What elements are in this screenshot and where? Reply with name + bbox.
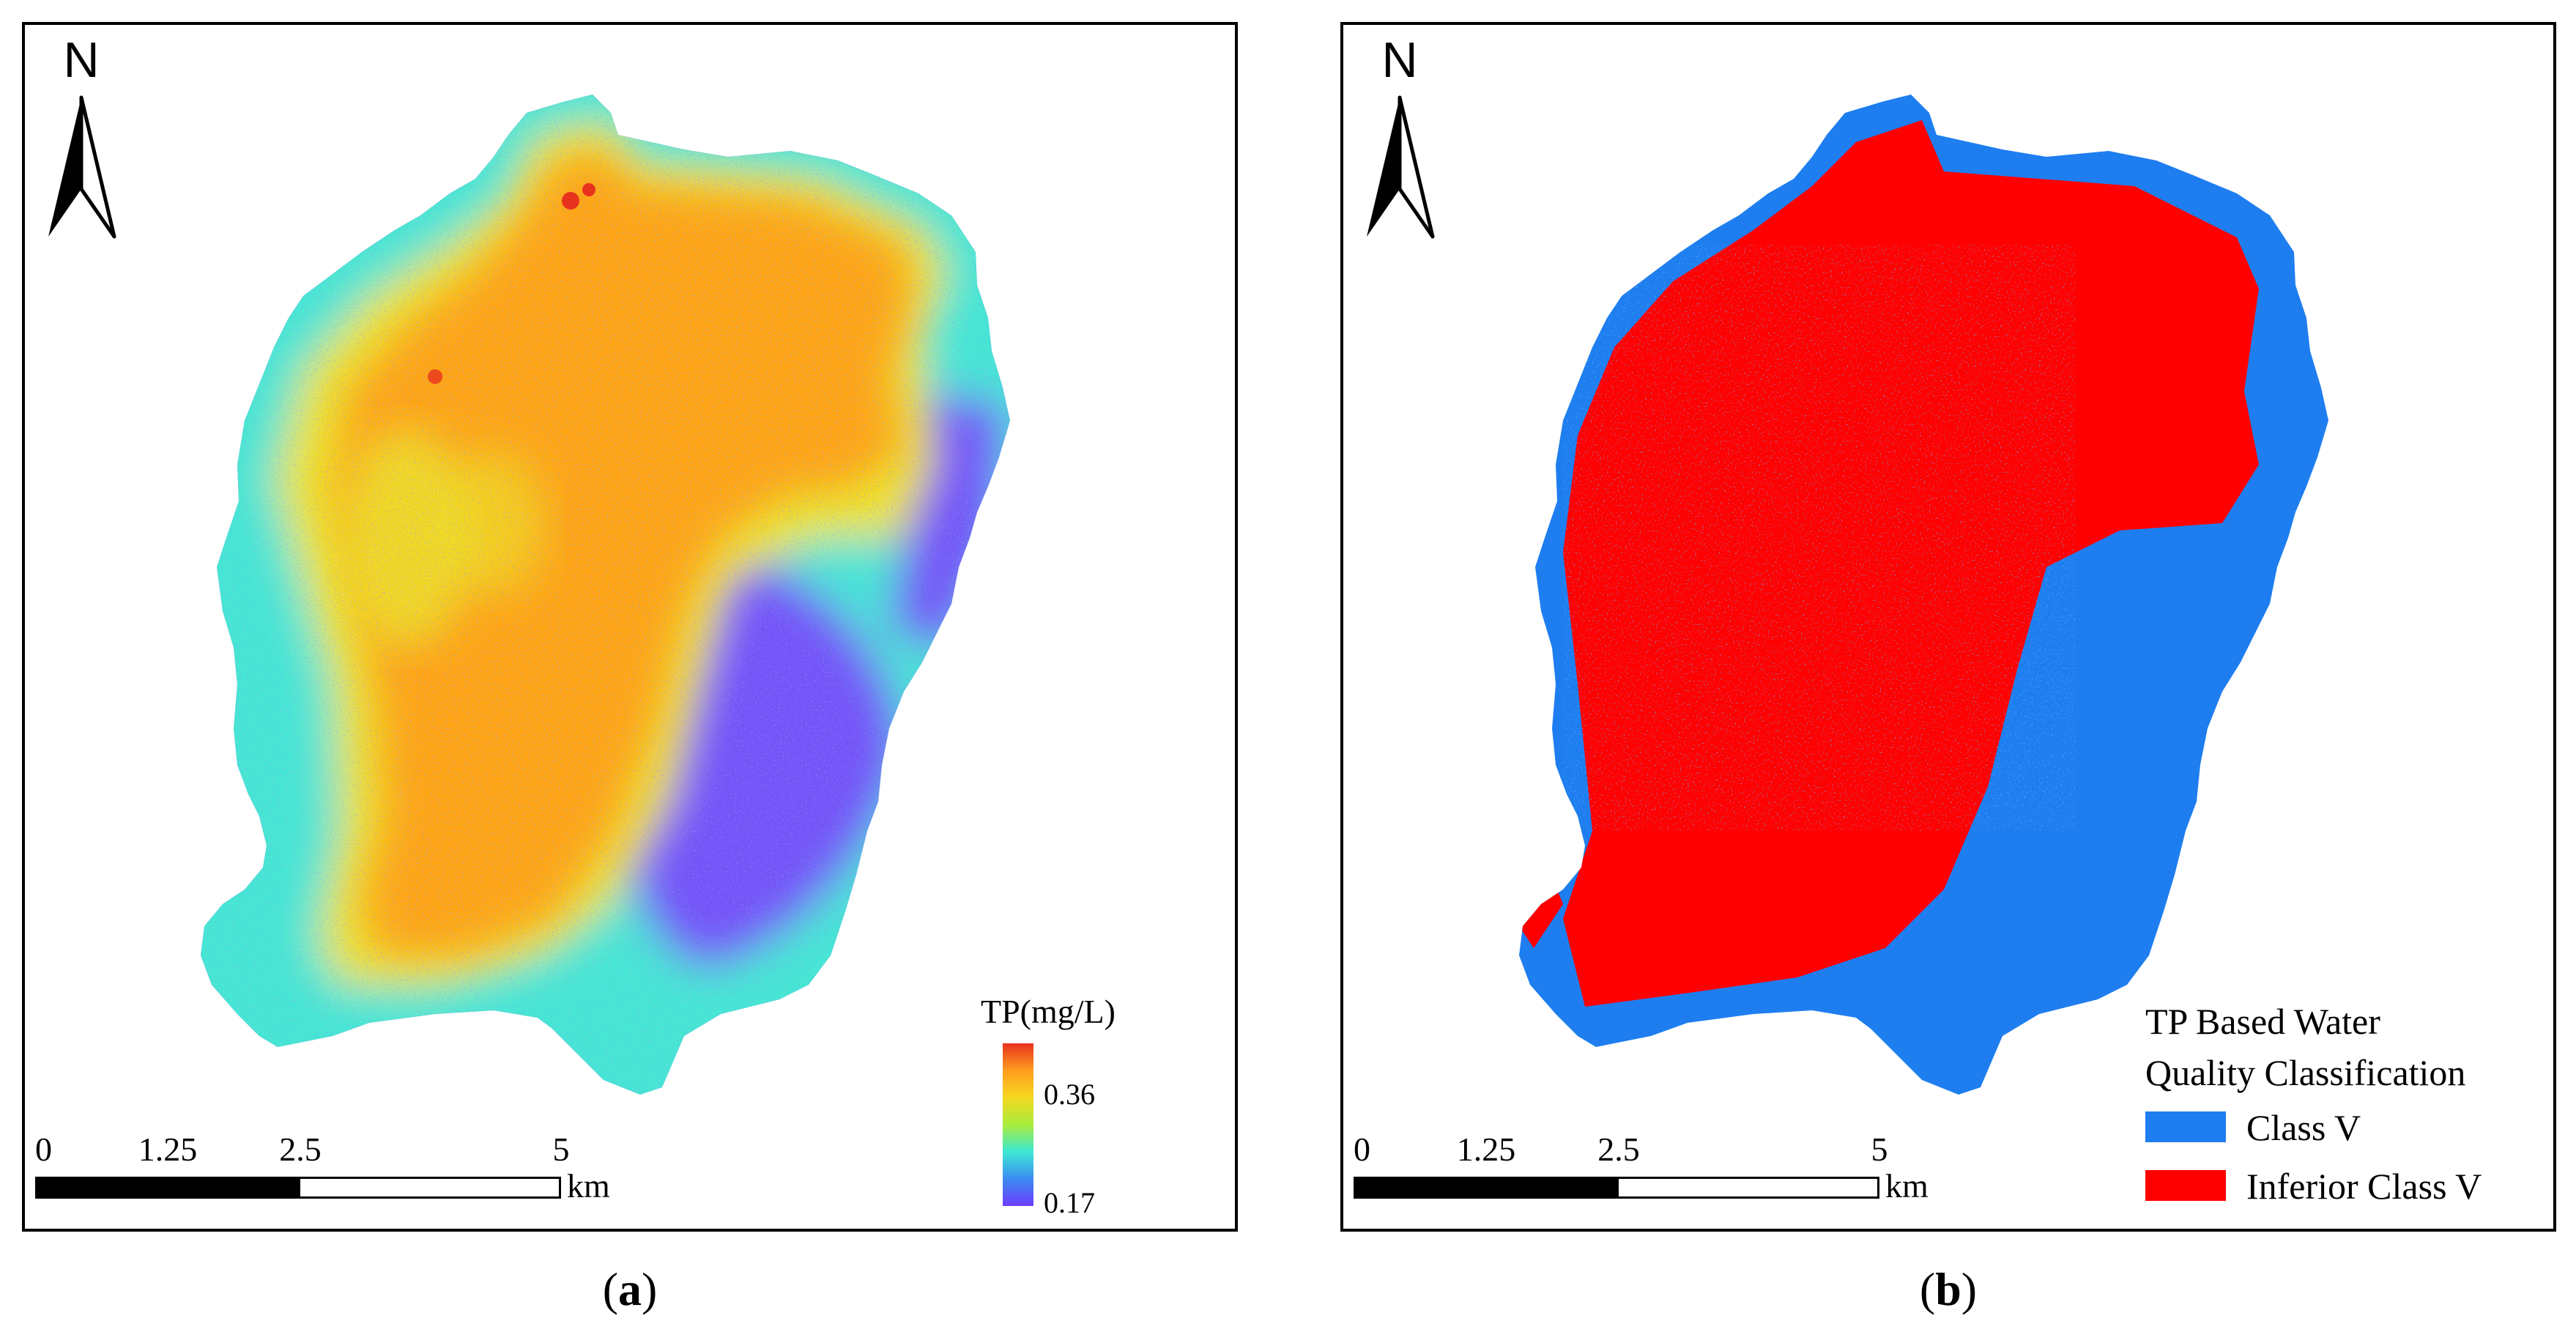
north-label: N bbox=[63, 32, 100, 88]
legend-label-inferior-class-v: Inferior Class V bbox=[2246, 1166, 2482, 1207]
scale-bar: 0 1.25 2.5 5 km bbox=[1354, 1133, 1998, 1213]
tp-legend: TP(mg/L) 0.36 0.17 bbox=[981, 992, 1230, 1219]
scale-bar-white-segment bbox=[298, 1177, 561, 1199]
swatch-inferior-class-v bbox=[2145, 1170, 2226, 1201]
colorbar-min-label: 0.17 bbox=[1044, 1186, 1095, 1219]
scale-tick-0: 0 bbox=[35, 1131, 52, 1168]
tp-colorbar bbox=[1003, 1043, 1033, 1206]
scale-tick-5: 5 bbox=[552, 1131, 570, 1168]
caption-b: (b) bbox=[1919, 1263, 1978, 1315]
swatch-class-v bbox=[2145, 1111, 2226, 1142]
map-panel-a: N 0 1.25 2.5 5 km TP(mg/L) 0.36 0.17 bbox=[22, 22, 1238, 1232]
colorbar-max-label: 0.36 bbox=[1044, 1078, 1095, 1111]
scale-bar: 0 1.25 2.5 5 km bbox=[35, 1133, 680, 1213]
legend-title-line2: Quality Classification bbox=[2145, 1052, 2466, 1093]
caption-a: (a) bbox=[602, 1263, 658, 1315]
north-arrow-icon bbox=[1367, 95, 1435, 239]
legend-title: TP(mg/L) bbox=[981, 993, 1116, 1030]
scale-tick-2-5: 2.5 bbox=[1597, 1131, 1640, 1168]
scale-tick-2-5: 2.5 bbox=[279, 1131, 322, 1168]
scale-tick-1-25: 1.25 bbox=[138, 1131, 198, 1168]
north-label: N bbox=[1381, 32, 1418, 88]
scale-unit: km bbox=[567, 1167, 610, 1205]
scale-tick-5: 5 bbox=[1871, 1131, 1888, 1168]
map-panel-b: N 0 1.25 2.5 5 km TP Based Water Quality… bbox=[1340, 22, 2556, 1232]
scale-tick-1-25: 1.25 bbox=[1456, 1131, 1516, 1168]
classification-legend: TP Based Water Quality Classification Cl… bbox=[2145, 1001, 2553, 1223]
scale-tick-0: 0 bbox=[1354, 1131, 1370, 1168]
legend-title-line1: TP Based Water bbox=[2145, 1001, 2380, 1042]
tp-concentration-map bbox=[201, 95, 1010, 1095]
scale-unit: km bbox=[1885, 1167, 1929, 1205]
north-arrow: N bbox=[1359, 35, 1440, 248]
scale-bar-white-segment bbox=[1617, 1177, 1879, 1199]
scale-bar-black-segment bbox=[1354, 1177, 1619, 1199]
north-arrow: N bbox=[41, 35, 122, 248]
scale-bar-black-segment bbox=[35, 1177, 300, 1199]
water-quality-class-map bbox=[1519, 95, 2328, 1095]
legend-label-class-v: Class V bbox=[2246, 1107, 2361, 1148]
north-arrow-icon bbox=[48, 95, 116, 239]
